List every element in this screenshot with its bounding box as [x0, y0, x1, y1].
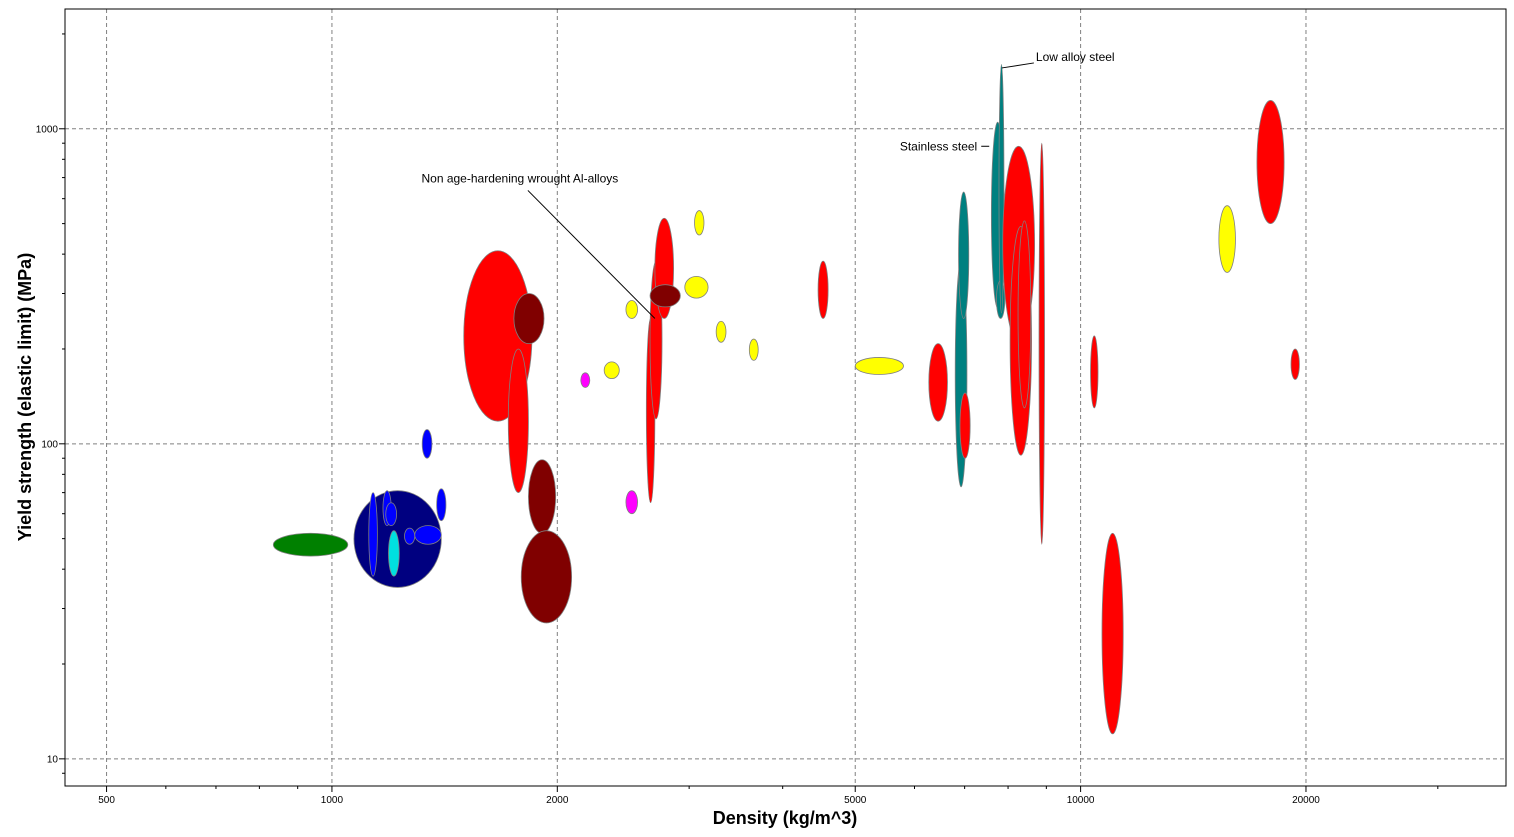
material-bubble: [1218, 205, 1236, 273]
x-tick-label: 5000: [844, 795, 867, 806]
material-bubble: [854, 357, 904, 375]
x-tick-label: 1000: [321, 795, 344, 806]
material-bubble: [684, 275, 709, 299]
material-bubble: [625, 490, 638, 515]
x-tick-label: 10000: [1067, 795, 1095, 806]
material-bubble: [414, 525, 442, 545]
material-bubble: [385, 502, 397, 527]
bubble-layer: [272, 64, 1300, 735]
material-bubble: [625, 300, 638, 319]
material-bubble: [1256, 100, 1285, 225]
grid-lines: [65, 9, 1506, 786]
material-bubble: [817, 260, 829, 319]
annotation-layer: Low alloy steel Stainless steel Non age-ha…: [421, 50, 1115, 319]
x-tick-label: 2000: [546, 795, 569, 806]
material-bubble: [959, 392, 971, 459]
y-tick-label: 1000: [36, 124, 59, 135]
material-bubble: [520, 530, 573, 624]
material-bubble: [436, 488, 447, 522]
annotation-label: Low alloy steel: [1036, 50, 1115, 64]
material-bubble: [748, 338, 759, 361]
material-bubble: [272, 532, 349, 557]
material-bubble: [603, 361, 620, 380]
x-tick-label: 500: [98, 795, 115, 806]
x-axis-title: Density (kg/m^3): [713, 808, 858, 828]
x-tick-label: 20000: [1292, 795, 1320, 806]
material-bubble: [1090, 335, 1099, 409]
material-bubble: [958, 191, 970, 319]
material-bubble: [368, 492, 378, 577]
material-bubble: [388, 530, 400, 577]
y-tick-label: 100: [41, 439, 58, 450]
material-bubble: [580, 372, 591, 388]
material-bubble: [404, 527, 416, 545]
axes: 500 1000 2000 5000 10000 20000 10 100 1000: [36, 33, 1439, 806]
plot-area-frame: [64, 8, 1507, 787]
material-bubble: [1017, 220, 1032, 409]
material-bubble: [1290, 348, 1300, 380]
material-bubble: [649, 284, 681, 308]
material-bubble: [715, 320, 727, 343]
material-bubble: [928, 343, 948, 422]
annotation-leader-line: [1001, 62, 1034, 69]
material-bubble: [507, 348, 529, 494]
material-bubble: [421, 429, 433, 459]
annotation-label: Stainless steel: [900, 139, 977, 153]
annotation-leader-line: [527, 190, 656, 319]
material-bubble: [1038, 142, 1045, 545]
material-bubble: [694, 210, 705, 236]
material-bubble: [513, 293, 545, 345]
y-tick-label: 10: [47, 754, 59, 765]
material-bubble: [528, 459, 557, 534]
material-bubble: [1101, 532, 1124, 735]
annotation-label: Non age-hardening wrought Al-alloys: [421, 171, 618, 185]
y-axis-title: Yield strength (elastic limit) (MPa): [15, 253, 35, 541]
